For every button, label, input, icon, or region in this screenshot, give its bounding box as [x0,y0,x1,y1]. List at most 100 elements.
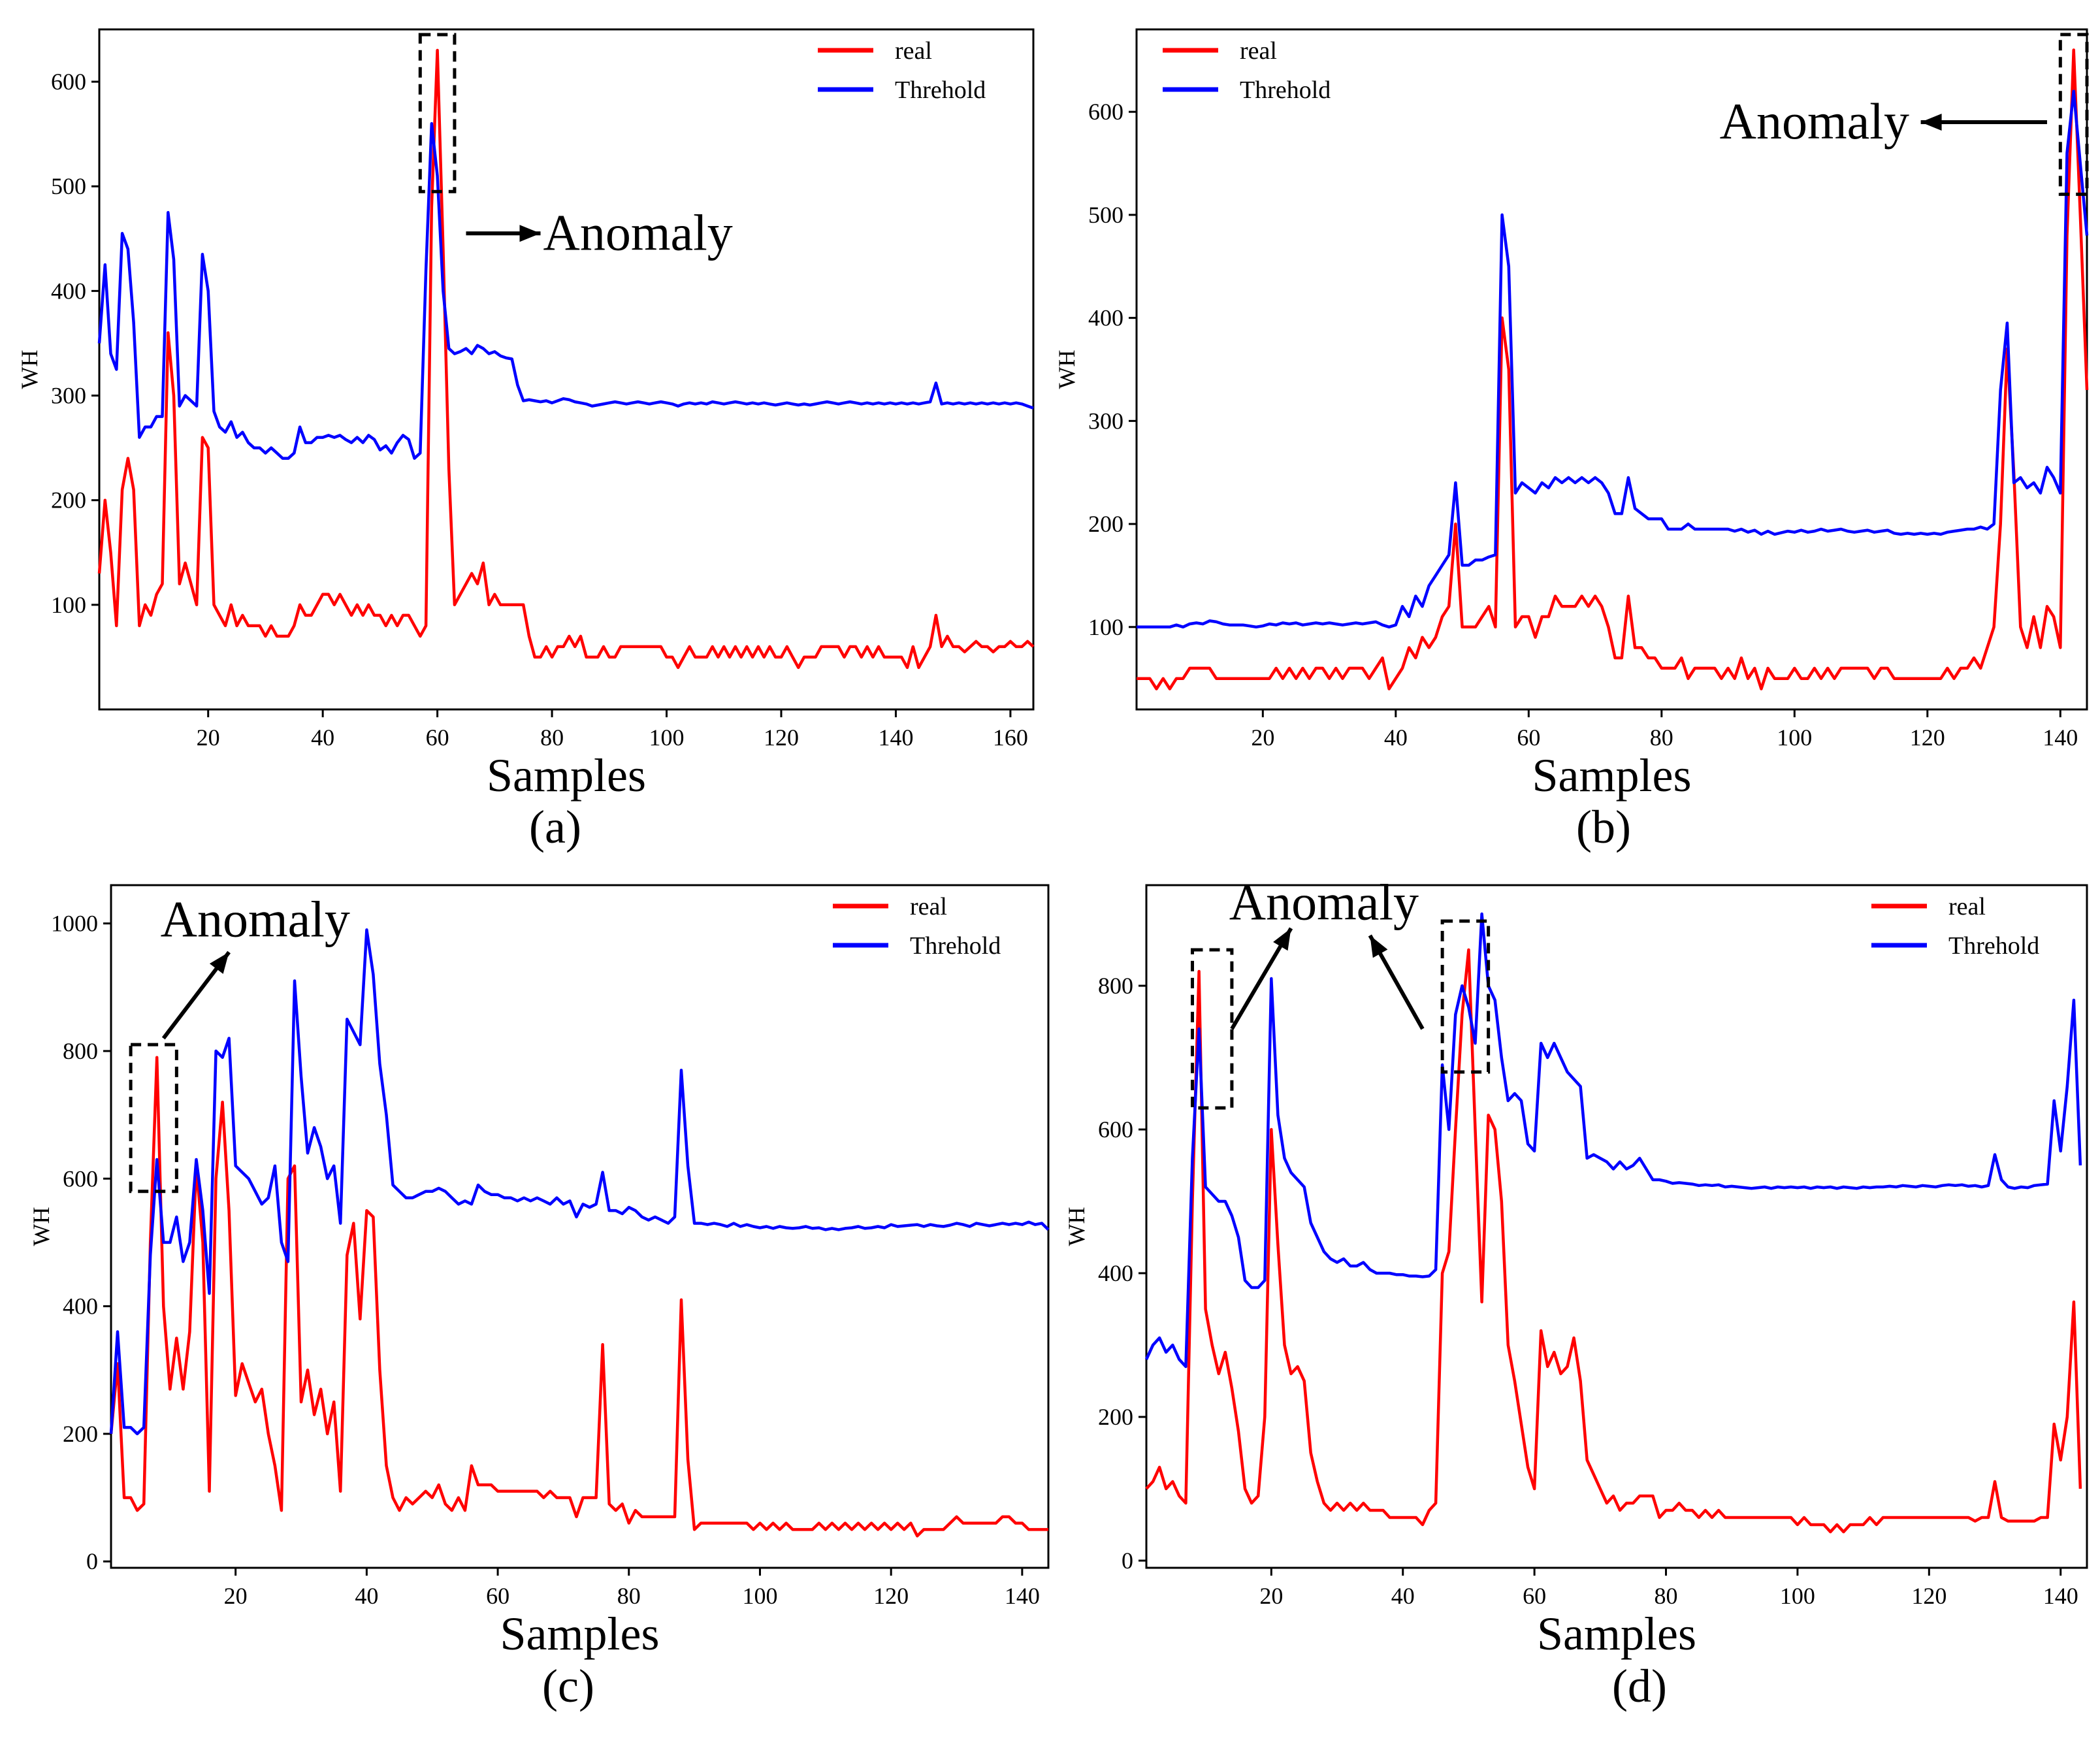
panel-caption: (b) [1576,801,1631,853]
y-axis-label: WH [1063,1207,1090,1246]
y-tick-label: 400 [51,278,86,304]
series-line-real [1137,48,2089,690]
x-tick-label: 20 [1259,1583,1283,1609]
x-tick-label: 20 [1251,724,1274,751]
anomaly-box [418,33,457,193]
y-tick-label: 100 [51,592,86,618]
anomaly-arrow-head [519,225,541,242]
anomaly-label: Anomaly [543,204,733,261]
y-tick-label: 300 [51,383,86,409]
y-tick-label: 600 [1088,99,1123,125]
x-tick-label: 40 [1391,1583,1415,1609]
y-tick-label: 800 [63,1038,98,1064]
anomaly-box [1190,948,1234,1110]
panel-caption: (a) [529,801,581,853]
x-tick-label: 140 [2043,1583,2078,1609]
y-tick-label: 0 [1122,1548,1133,1574]
y-tick-label: 800 [1098,973,1133,999]
legend-label-real: real [1948,893,1986,920]
x-tick-label: 60 [426,724,449,751]
y-tick-label: 400 [1088,305,1123,331]
y-tick-label: 1000 [51,911,98,937]
x-tick-label: 80 [540,724,564,751]
legend-label-real: real [895,37,932,65]
x-tick-label: 140 [2043,724,2078,751]
x-axis-label: Samples [1537,1608,1696,1660]
x-axis-label: Samples [500,1608,660,1660]
anomaly-label: Anomaly [1229,874,1419,931]
panel-caption: (c) [542,1660,594,1712]
plot-frame [98,28,1035,711]
x-tick-label: 80 [1655,1583,1678,1609]
anomaly-arrow-head [1920,114,1942,131]
x-tick-label: 160 [993,724,1028,751]
x-tick-label: 140 [1005,1583,1040,1609]
series-line-threshold [97,122,1034,460]
x-tick-label: 60 [1517,724,1540,751]
legend-label-real: real [910,893,947,920]
y-tick-label: 200 [63,1421,98,1447]
y-tick-label: 200 [1088,511,1123,537]
y-tick-label: 600 [51,69,86,95]
y-tick-label: 200 [51,487,86,513]
x-tick-label: 60 [1523,1583,1546,1609]
x-tick-label: 120 [873,1583,909,1609]
x-tick-label: 40 [1384,724,1408,751]
x-tick-label: 60 [486,1583,509,1609]
legend-label-real: real [1240,37,1277,65]
series-line-real [97,48,1035,670]
y-tick-label: 600 [63,1165,98,1192]
y-axis-label: WH [28,1207,54,1246]
x-tick-label: 100 [742,1583,777,1609]
anomaly-box [1440,919,1491,1074]
y-tick-label: 500 [1088,202,1123,228]
legend-label-threshold: Threhold [895,76,986,104]
panel-c: 20 40 60 80 100 120 140 0 200 400 600 800 1000 Sample… [28,884,1050,1712]
y-axis-label: WH [16,350,42,389]
plot-frame [110,884,1050,1569]
anomaly-box [129,1043,178,1193]
x-tick-label: 120 [764,724,799,751]
y-tick-label: 0 [86,1548,98,1574]
x-tick-label: 20 [197,724,220,751]
x-tick-label: 20 [224,1583,248,1609]
panel-a: 20 40 60 80 100 120 140 160 100 200 300 400 500 600 Sa… [16,28,1035,853]
panel-d: 20 40 60 80 100 120 140 0 200 400 600 800 Samples WH (… [1063,874,2088,1712]
panel-b: 20 40 60 80 100 120 140 100 200 300 400 500 600 Sampl… [1054,28,2089,853]
x-axis-label: Samples [487,749,646,802]
y-tick-label: 400 [63,1293,98,1320]
plot-frame [1135,28,2088,711]
legend-label-threshold: Threhold [1948,932,2039,960]
series-line-real [109,1056,1048,1538]
legend-label-threshold: Threhold [910,932,1001,960]
series-line-real [1145,948,2082,1534]
x-tick-label: 120 [1910,724,1945,751]
x-tick-label: 100 [649,724,685,751]
panel-caption: (d) [1612,1660,1667,1712]
anomaly-arrow-head [1370,935,1388,958]
y-axis-label: WH [1054,350,1080,389]
plot-frame [1145,884,2088,1569]
y-tick-label: 300 [1088,408,1123,434]
x-axis-label: Samples [1532,749,1692,802]
anomaly-arrow-head [1273,928,1291,951]
x-tick-label: 40 [311,724,334,751]
series-line-threshold [109,928,1050,1436]
legend-label-threshold: Threhold [1240,76,1331,104]
x-tick-label: 80 [617,1583,641,1609]
x-tick-label: 80 [1650,724,1673,751]
y-tick-label: 600 [1098,1116,1133,1143]
anomaly-label: Anomaly [1720,93,1909,150]
series-line-threshold [1137,89,2089,629]
y-tick-label: 200 [1098,1404,1133,1430]
anomaly-label: Anomaly [161,891,350,948]
y-tick-label: 500 [51,173,86,199]
y-tick-label: 400 [1098,1260,1133,1286]
anomaly-arrow-head [209,952,229,974]
anomaly-box [2058,33,2089,196]
x-tick-label: 140 [878,724,913,751]
x-tick-label: 100 [1777,724,1812,751]
x-tick-label: 40 [355,1583,378,1609]
x-tick-label: 120 [1911,1583,1947,1609]
